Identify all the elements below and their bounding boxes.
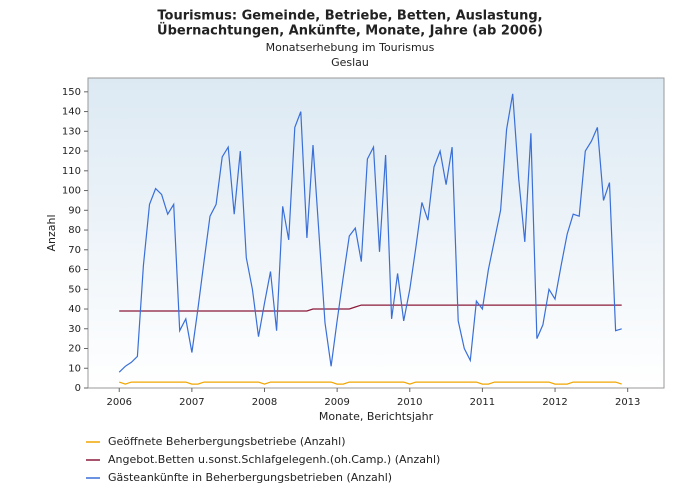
series-line (119, 381, 622, 385)
y-tick-label: 20 (68, 344, 81, 355)
y-tick-label: 90 (68, 205, 81, 216)
chart-subtitle: Geslau (331, 56, 369, 69)
x-tick-label: 2013 (615, 397, 640, 408)
y-tick-label: 110 (62, 166, 81, 177)
legend-label: Angebot.Betten u.sonst.Schlafgelegenh.(o… (108, 453, 440, 466)
plot-area (87, 77, 665, 389)
x-tick-label: 2010 (397, 397, 422, 408)
series-line (119, 304, 622, 312)
y-tick-label: 60 (68, 265, 81, 276)
y-tick-label: 40 (68, 304, 81, 315)
y-tick-label: 0 (75, 383, 81, 394)
y-tick-label: 30 (68, 324, 81, 335)
x-tick-label: 2006 (107, 397, 132, 408)
y-axis-label: Anzahl (45, 214, 58, 251)
y-tick-label: 120 (62, 146, 81, 157)
x-axis-label: Monate, Berichtsjahr (319, 410, 434, 423)
x-tick-label: 2012 (542, 397, 567, 408)
y-tick-label: 100 (62, 186, 81, 197)
y-tick-label: 150 (62, 87, 81, 98)
x-tick-label: 2008 (252, 397, 277, 408)
y-tick-label: 50 (68, 284, 81, 295)
y-tick-label: 140 (62, 107, 81, 118)
x-tick-label: 2009 (324, 397, 349, 408)
legend-label: Gästeankünfte in Beherbergungsbetrieben … (108, 471, 392, 484)
y-tick-label: 70 (68, 245, 81, 256)
chart-subtitle: Monatserhebung im Tourismus (266, 41, 435, 54)
series-line (118, 93, 622, 373)
y-tick-label: 130 (62, 126, 81, 137)
x-tick-label: 2011 (470, 397, 495, 408)
chart-title: Übernachtungen, Ankünfte, Monate, Jahre … (157, 23, 543, 39)
y-tick-label: 10 (68, 363, 81, 374)
legend-label: Geöffnete Beherbergungsbetriebe (Anzahl) (108, 435, 346, 448)
x-tick-label: 2007 (179, 397, 204, 408)
y-tick-label: 80 (68, 225, 81, 236)
chart-title: Tourismus: Gemeinde, Betriebe, Betten, A… (157, 9, 542, 24)
